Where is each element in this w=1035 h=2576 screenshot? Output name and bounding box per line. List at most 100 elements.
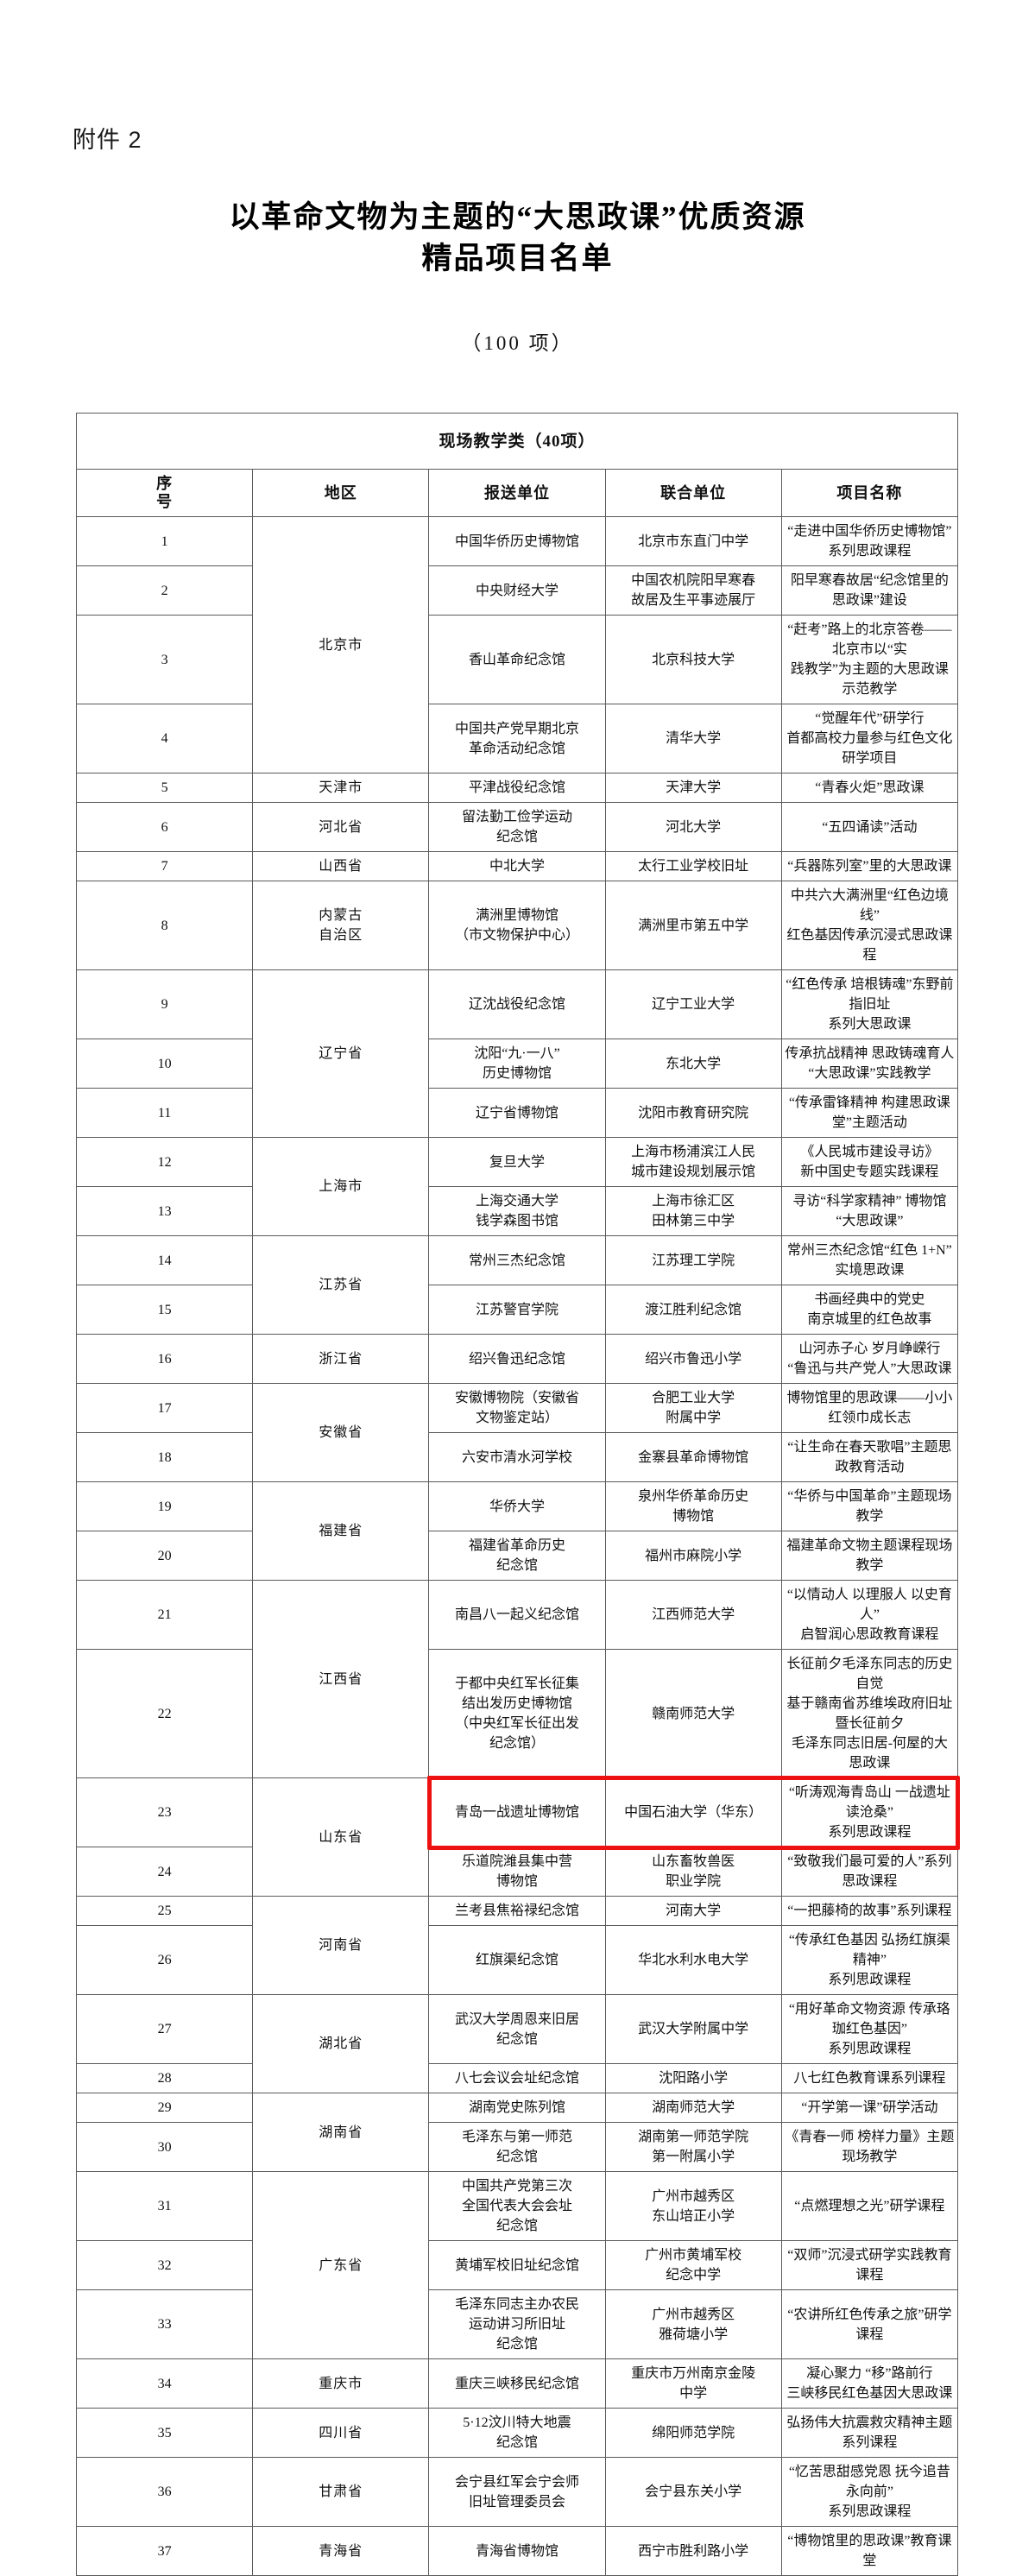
cell-sender: 香山革命纪念馆 — [428, 615, 606, 704]
table-row: 28 八七会议会址纪念馆 沈阳路小学 八七红色教育课系列课程 — [75, 2063, 959, 2093]
table-row: 20 福建省革命历史 纪念馆 福州市麻院小学 福建革命文物主题课程现场教学 — [75, 1531, 959, 1581]
table-row: 13 上海交通大学 钱学森图书馆 上海市徐汇区 田林第三中学 寻访“科学家精神” 博物馆“… — [75, 1186, 959, 1236]
cell-index: 9 — [75, 969, 254, 1039]
cell-joint: 山东畜牧兽医 职业学院 — [604, 1847, 782, 1897]
cell-index: 5 — [75, 773, 254, 803]
cell-joint: 福州市麻院小学 — [604, 1531, 782, 1581]
table-row: 25 河南省 兰考县焦裕禄纪念馆 河南大学 “一把藤椅的故事”系列课程 — [75, 1896, 959, 1995]
cell-sender: 乐道院潍县集中营 博物馆 — [428, 1847, 606, 1897]
cell-area: 福建省 — [252, 1481, 430, 1581]
cell-index: 1 — [75, 516, 254, 566]
cell-joint: 合肥工业大学 附属中学 — [604, 1383, 782, 1433]
table-row: 12 上海市 复旦大学 上海市杨浦滨江人民 城市建设规划展示馆 《人民城市建设寻访》 新中国… — [75, 1137, 959, 1236]
cell-sender: 南昌八一起义纪念馆 — [428, 1580, 606, 1650]
cell-index: 7 — [75, 851, 254, 881]
cell-joint: 广州市越秀区 雅荷塘小学 — [604, 2289, 782, 2359]
cell-index: 14 — [75, 1235, 254, 1285]
cell-project: 弘扬伟大抗震救灾精神主题系列课程 — [780, 2408, 959, 2458]
table-row: 1 北京市 中国华侨历史博物馆 北京市东直门中学 “走进中国华侨历史博物馆” 系列思政课程 — [75, 516, 959, 773]
cell-joint: 西宁市胜利路小学 — [604, 2526, 782, 2576]
table-section-header-row: 现场教学类（40项） — [76, 413, 958, 470]
cell-sender: 上海交通大学 钱学森图书馆 — [428, 1186, 606, 1236]
table-row: 18 六安市清水河学校 金寨县革命博物馆 “让生命在春天歌唱”主题思政教育活动 — [75, 1432, 959, 1482]
cell-index: 28 — [75, 2063, 254, 2093]
cell-project: “一把藤椅的故事”系列课程 — [780, 1896, 959, 1926]
table-row: 11 辽宁省博物馆 沈阳市教育研究院 “传承雷锋精神 构建思政课堂”主题活动 — [75, 1088, 959, 1138]
table-row: 3 香山革命纪念馆 北京科技大学 “赶考”路上的北京答卷——北京市以“实 践教学”为主题… — [75, 615, 959, 704]
cell-joint: 渡江胜利纪念馆 — [604, 1285, 782, 1335]
cell-index: 24 — [75, 1847, 254, 1897]
cell-area: 辽宁省 — [252, 969, 430, 1138]
cell-project: 《人民城市建设寻访》 新中国史专题实践课程 — [780, 1137, 959, 1187]
cell-area: 北京市 — [252, 516, 430, 773]
cell-area: 河北省 — [252, 802, 430, 852]
cell-project: “青春火炬”思政课 — [780, 773, 959, 803]
cell-joint: 绍兴市鲁迅小学 — [604, 1334, 782, 1384]
cell-area: 湖北省 — [252, 1994, 430, 2093]
attachment-label: 附件 2 — [73, 127, 142, 153]
cell-index: 21 — [75, 1580, 254, 1650]
cell-joint: 江西师范大学 — [604, 1580, 782, 1650]
cell-joint: 赣南师范大学 — [604, 1649, 782, 1778]
cell-area: 四川省 — [252, 2408, 430, 2458]
page-subtitle: （100 项） — [461, 332, 574, 354]
cell-project: 博物馆里的思政课——小小红领巾成长志 — [780, 1383, 959, 1433]
cell-index: 32 — [75, 2240, 254, 2290]
cell-project: “致敬我们最可爱的人”系列思政课程 — [780, 1847, 959, 1897]
cell-sender: 福建省革命历史 纪念馆 — [428, 1531, 606, 1581]
table-row: 6 河北省 留法勤工俭学运动 纪念馆 河北大学 “五四诵读”活动 — [75, 802, 959, 852]
table-row: 9 辽宁省 辽沈战役纪念馆 辽宁工业大学 “红色传承 培根铸魂”东野前指旧址 系列大思政课 — [75, 969, 959, 1138]
cell-sender: 红旗渠纪念馆 — [428, 1925, 606, 1995]
cell-sender: 毛泽东同志主办农民 运动讲习所旧址 纪念馆 — [428, 2289, 606, 2359]
cell-sender: 复旦大学 — [428, 1137, 606, 1187]
cell-joint: 上海市杨浦滨江人民 城市建设规划展示馆 — [604, 1137, 782, 1187]
cell-project: “兵器陈列室”里的大思政课 — [780, 851, 959, 881]
cell-sender: 满洲里博物馆 （市文物保护中心） — [428, 881, 606, 970]
table-row: 35 四川省 5·12汶川特大地震 纪念馆 绵阳师范学院 弘扬伟大抗震救灾精神主题系列课程 — [75, 2408, 959, 2458]
table-row: 8 内蒙古 自治区 满洲里博物馆 （市文物保护中心） 满洲里市第五中学 中共六大满洲里“红色… — [75, 881, 959, 970]
cell-area: 甘肃省 — [252, 2457, 430, 2527]
table-row: 36 甘肃省 会宁县红军会宁会师 旧址管理委员会 会宁县东关小学 “忆苦思甜感党恩 抚今追… — [75, 2457, 959, 2527]
column-header-area: 地区 — [252, 469, 430, 517]
table-row: 16 浙江省 绍兴鲁迅纪念馆 绍兴市鲁迅小学 山河赤子心 岁月峥嵘行 “鲁迅与共产党人”大… — [75, 1334, 959, 1384]
cell-area: 天津市 — [252, 773, 430, 803]
table-row: 32 黄埔军校旧址纪念馆 广州市黄埔军校 纪念中学 “双师”沉浸式研学实践教育课程 — [75, 2240, 959, 2290]
table-row: 33 毛泽东同志主办农民 运动讲习所旧址 纪念馆 广州市越秀区 雅荷塘小学 “农讲所红色传承… — [75, 2289, 959, 2359]
cell-sender: 八七会议会址纪念馆 — [428, 2063, 606, 2093]
cell-sender: 中国共产党第三次 全国代表大会会址 纪念馆 — [428, 2171, 606, 2241]
cell-project: 中共六大满洲里“红色边境线” 红色基因传承沉浸式思政课程 — [780, 881, 959, 970]
table-row: 17 安徽省 安徽博物院（安徽省 文物鉴定站） 合肥工业大学 附属中学 博物馆里的思政课——… — [75, 1383, 959, 1482]
cell-project: “华侨与中国革命”主题现场教学 — [780, 1481, 959, 1531]
cell-joint: 中国农机院阳早寒春 故居及生平事迹展厅 — [604, 565, 782, 616]
cell-joint: 沈阳路小学 — [604, 2063, 782, 2093]
cell-sender: 兰考县焦裕禄纪念馆 — [428, 1896, 606, 1926]
cell-project: “走进中国华侨历史博物馆” 系列思政课程 — [780, 516, 959, 566]
cell-sender: 毛泽东与第一师范 纪念馆 — [428, 2122, 606, 2172]
cell-joint: 沈阳市教育研究院 — [604, 1088, 782, 1138]
cell-index: 33 — [75, 2289, 254, 2359]
table-section-header: 现场教学类（40项） — [76, 413, 958, 470]
cell-sender: 中北大学 — [428, 851, 606, 881]
document-page: 附件 2 以革命文物为主题的“大思政课”优质资源 精品项目名单 （100 项） … — [73, 127, 960, 2576]
table-row: 23 山东省 青岛一战遗址博物馆 中国石油大学（华东） “听涛观海青岛山 一战遗址读沧桑… — [75, 1777, 959, 1897]
cell-area: 内蒙古 自治区 — [252, 881, 430, 970]
cell-index: 20 — [75, 1531, 254, 1581]
cell-project: “听涛观海青岛山 一战遗址读沧桑” 系列思政课程 — [780, 1777, 959, 1847]
cell-sender: 重庆三峡移民纪念馆 — [428, 2358, 606, 2409]
cell-index: 23 — [75, 1777, 254, 1847]
cell-sender: 辽宁省博物馆 — [428, 1088, 606, 1138]
cell-joint: 北京科技大学 — [604, 615, 782, 704]
table-row: 31 广东省 中国共产党第三次 全国代表大会会址 纪念馆 广州市越秀区 东山培正小学 “点燃理… — [75, 2171, 959, 2359]
cell-sender: 江苏警官学院 — [428, 1285, 606, 1335]
page-title-line-2: 精品项目名单 — [421, 242, 614, 275]
cell-sender: 安徽博物院（安徽省 文物鉴定站） — [428, 1383, 606, 1433]
cell-project: “红色传承 培根铸魂”东野前指旧址 系列大思政课 — [780, 969, 959, 1039]
cell-sender: 中国共产党早期北京 革命活动纪念馆 — [428, 704, 606, 773]
table-row: 14 江苏省 常州三杰纪念馆 江苏理工学院 常州三杰纪念馆“红色 1+N”实境思政课 — [75, 1235, 959, 1335]
column-header-sender: 报送单位 — [428, 469, 606, 517]
listing-table-wrapper: 现场教学类（40项） 序号 地区 报送单位 联合单位 项目名称 1 北京市 中国华侨… — [75, 413, 960, 2576]
table-row: 27 湖北省 武汉大学周恩来旧居 纪念馆 武汉大学附属中学 “用好革命文物资源 传承珞珈红… — [75, 1994, 959, 2093]
cell-joint: 广州市越秀区 东山培正小学 — [604, 2171, 782, 2241]
table-row: 24 乐道院潍县集中营 博物馆 山东畜牧兽医 职业学院 “致敬我们最可爱的人”系列思政课程 — [75, 1847, 959, 1897]
cell-project: 福建革命文物主题课程现场教学 — [780, 1531, 959, 1581]
